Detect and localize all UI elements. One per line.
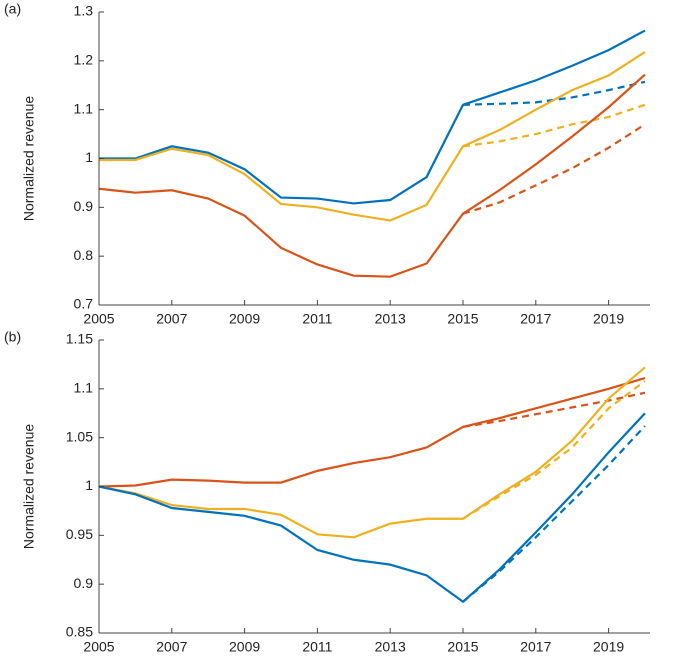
x-tick-label: 2011 <box>302 311 332 327</box>
series-line <box>98 366 646 539</box>
y-tick-label: 0.9 <box>74 575 94 591</box>
series-line <box>98 377 646 488</box>
y-tick-label: 0.85 <box>66 624 93 640</box>
y-axis-label: Normalized revenue <box>21 96 37 221</box>
panel-label: (b) <box>4 329 21 345</box>
y-tick-label: 1.1 <box>74 100 94 116</box>
y-tick-label: 1.2 <box>74 52 94 68</box>
x-tick-label: 2005 <box>83 639 114 655</box>
y-tick-label: 0.95 <box>66 526 93 542</box>
series-line <box>99 51 646 222</box>
series-line <box>98 412 646 604</box>
y-tick-label: 0.9 <box>74 198 94 214</box>
y-tick-label: 0.7 <box>74 296 94 312</box>
series-line <box>462 425 646 603</box>
x-tick-label: 2019 <box>593 639 624 655</box>
x-tick-label: 2015 <box>447 639 478 655</box>
series-line <box>462 103 646 148</box>
x-tick-label: 2013 <box>375 311 406 327</box>
x-tick-label: 2009 <box>229 639 260 655</box>
x-tick-label: 2005 <box>83 311 114 327</box>
series-line <box>462 391 646 429</box>
y-tick-label: 1 <box>85 477 93 493</box>
y-tick-label: 1.15 <box>66 331 93 347</box>
series-line <box>98 73 646 278</box>
x-tick-label: 2015 <box>447 311 478 327</box>
x-tick-label: 2011 <box>302 639 332 655</box>
y-tick-label: 1.05 <box>66 428 93 444</box>
x-tick-label: 2017 <box>520 639 551 655</box>
x-tick-label: 2009 <box>229 311 260 327</box>
x-tick-label: 2017 <box>520 311 551 327</box>
y-axis-label: Normalized revenue <box>21 424 37 549</box>
y-tick-label: 0.8 <box>74 247 94 263</box>
x-tick-label: 2007 <box>156 639 187 655</box>
x-tick-label: 2019 <box>593 311 624 327</box>
y-tick-label: 1 <box>85 149 93 165</box>
series-line <box>99 29 646 205</box>
x-tick-label: 2007 <box>156 311 187 327</box>
series-line <box>462 123 646 215</box>
panel-label: (a) <box>4 1 21 17</box>
series-line <box>462 380 646 520</box>
x-tick-label: 2013 <box>375 639 406 655</box>
series-line <box>462 80 646 106</box>
y-tick-label: 1.1 <box>74 380 94 396</box>
y-tick-label: 1.3 <box>74 3 94 19</box>
